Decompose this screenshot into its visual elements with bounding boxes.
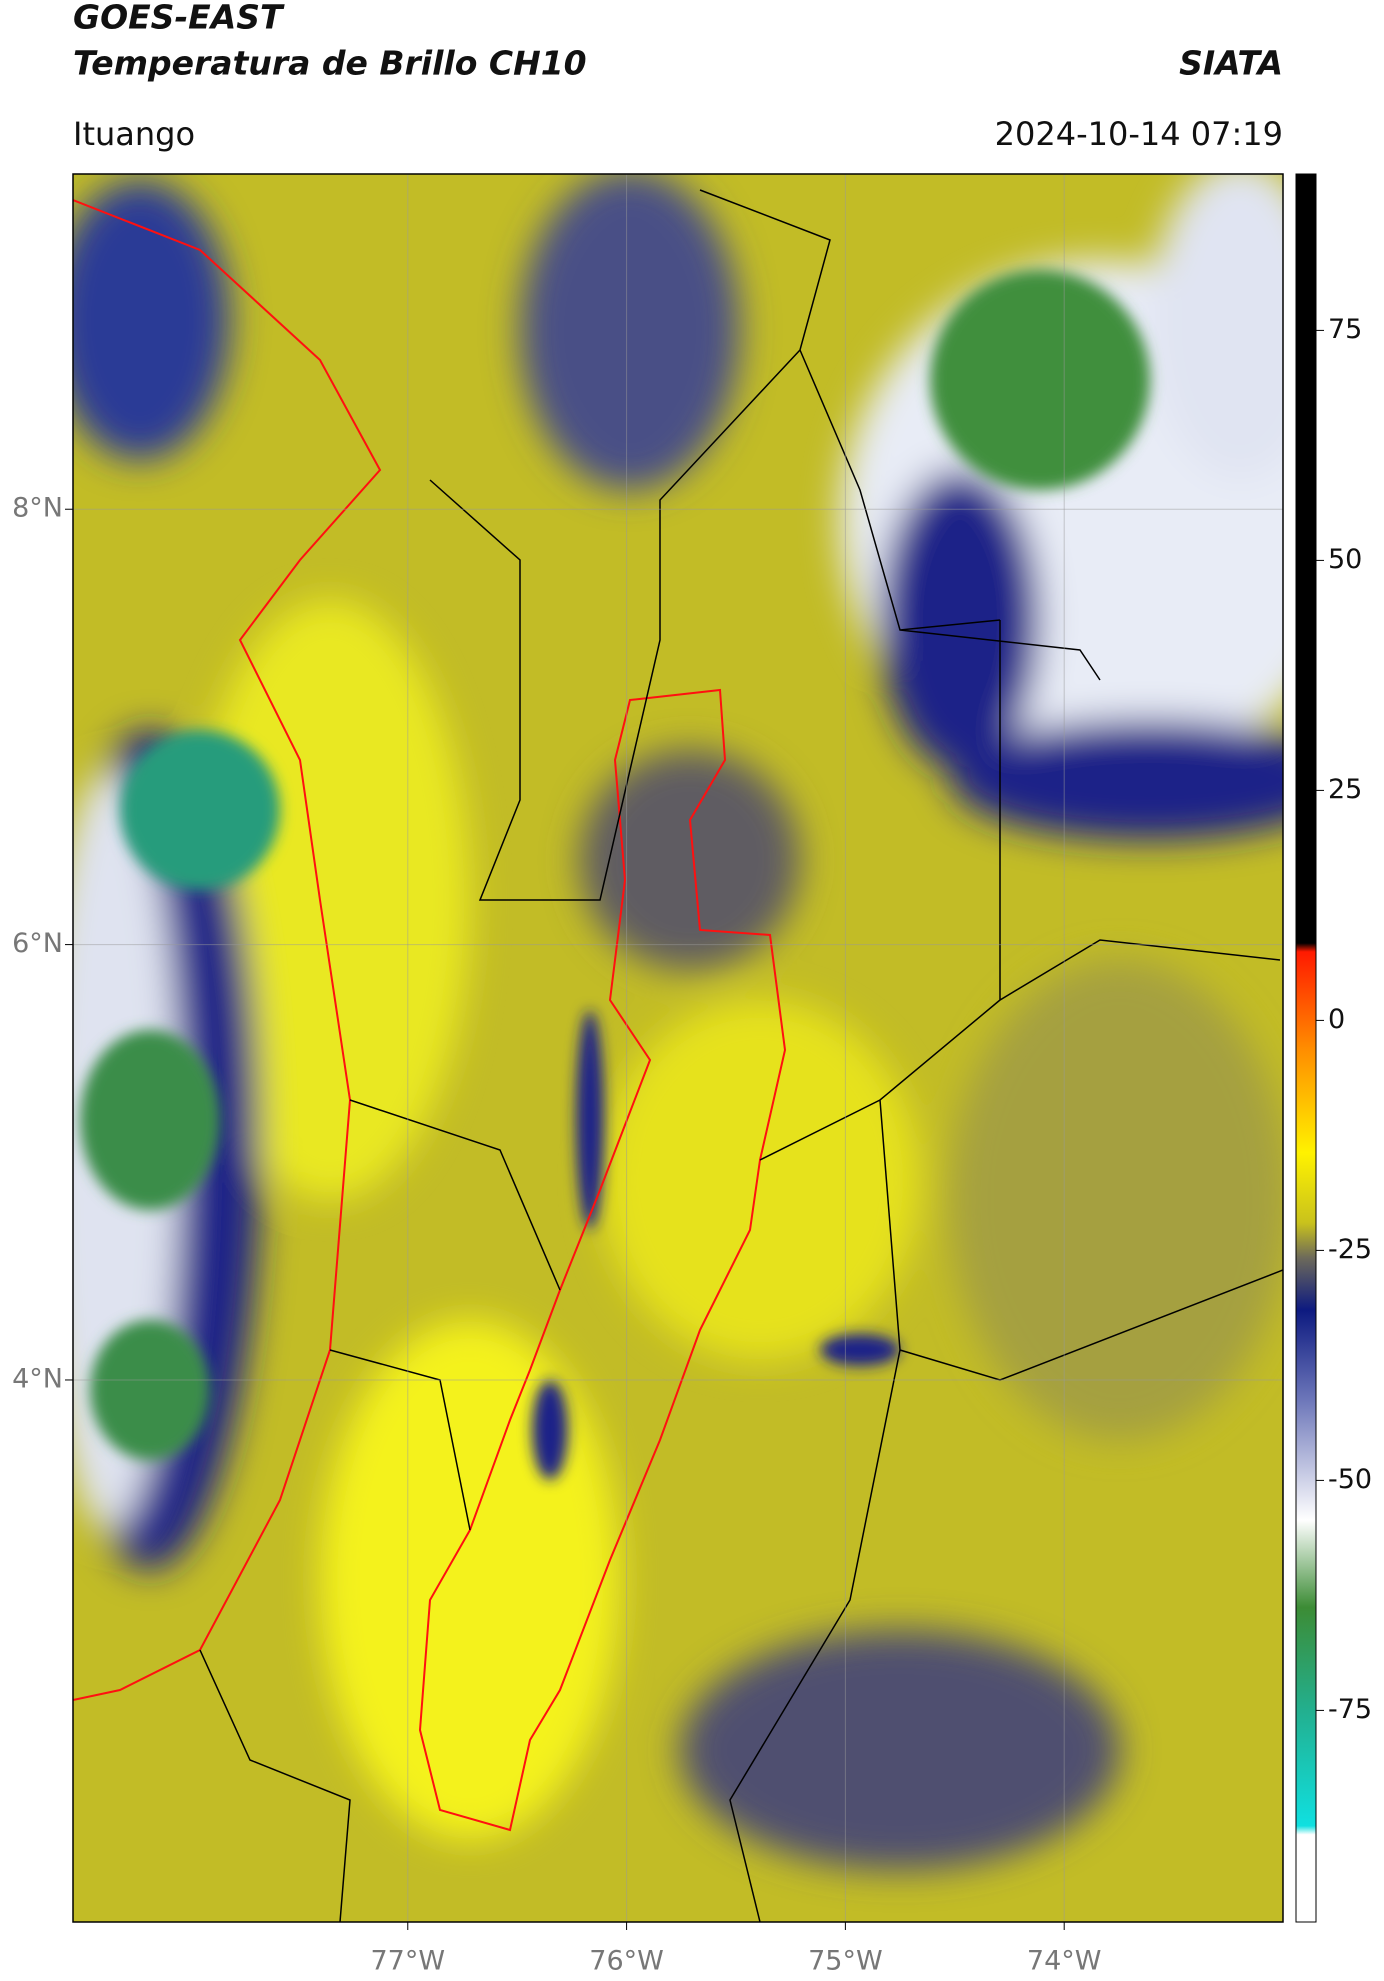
- map-frame: [72, 173, 1284, 1923]
- title: GOES-EAST: [73, 0, 285, 37]
- colorbar-label: 50: [1328, 544, 1362, 575]
- graticule: [73, 174, 1283, 1922]
- y-tick-label: 4°N: [12, 1363, 63, 1394]
- map-image: [73, 174, 1283, 1922]
- x-tick-label: 74°W: [1027, 1946, 1102, 1977]
- place: Ituango: [73, 115, 195, 153]
- colorbar: [1295, 173, 1317, 1923]
- colorbar-label: 25: [1328, 774, 1362, 805]
- colorbar-label: -75: [1328, 1694, 1372, 1725]
- source: SIATA: [1179, 44, 1283, 83]
- colorbar-label: -50: [1328, 1464, 1372, 1495]
- y-tick-label: 6°N: [12, 928, 63, 959]
- colorbar-label: 75: [1328, 314, 1362, 345]
- x-tick-label: 75°W: [808, 1946, 883, 1977]
- colorbar-label: 0: [1328, 1004, 1345, 1035]
- y-tick-label: 8°N: [12, 493, 63, 524]
- colorbar-label: -25: [1328, 1234, 1372, 1265]
- subtitle: Temperatura de Brillo CH10: [73, 44, 587, 83]
- x-tick-label: 77°W: [370, 1946, 445, 1977]
- x-tick-label: 76°W: [589, 1946, 664, 1977]
- labels: 77°W 76°W 75°W 74°W 8°N 6°N 4°N 75 50 25 0 -25 -50 -7…: [12, 314, 1372, 1977]
- date: 2024-10-14 07:19: [995, 115, 1283, 153]
